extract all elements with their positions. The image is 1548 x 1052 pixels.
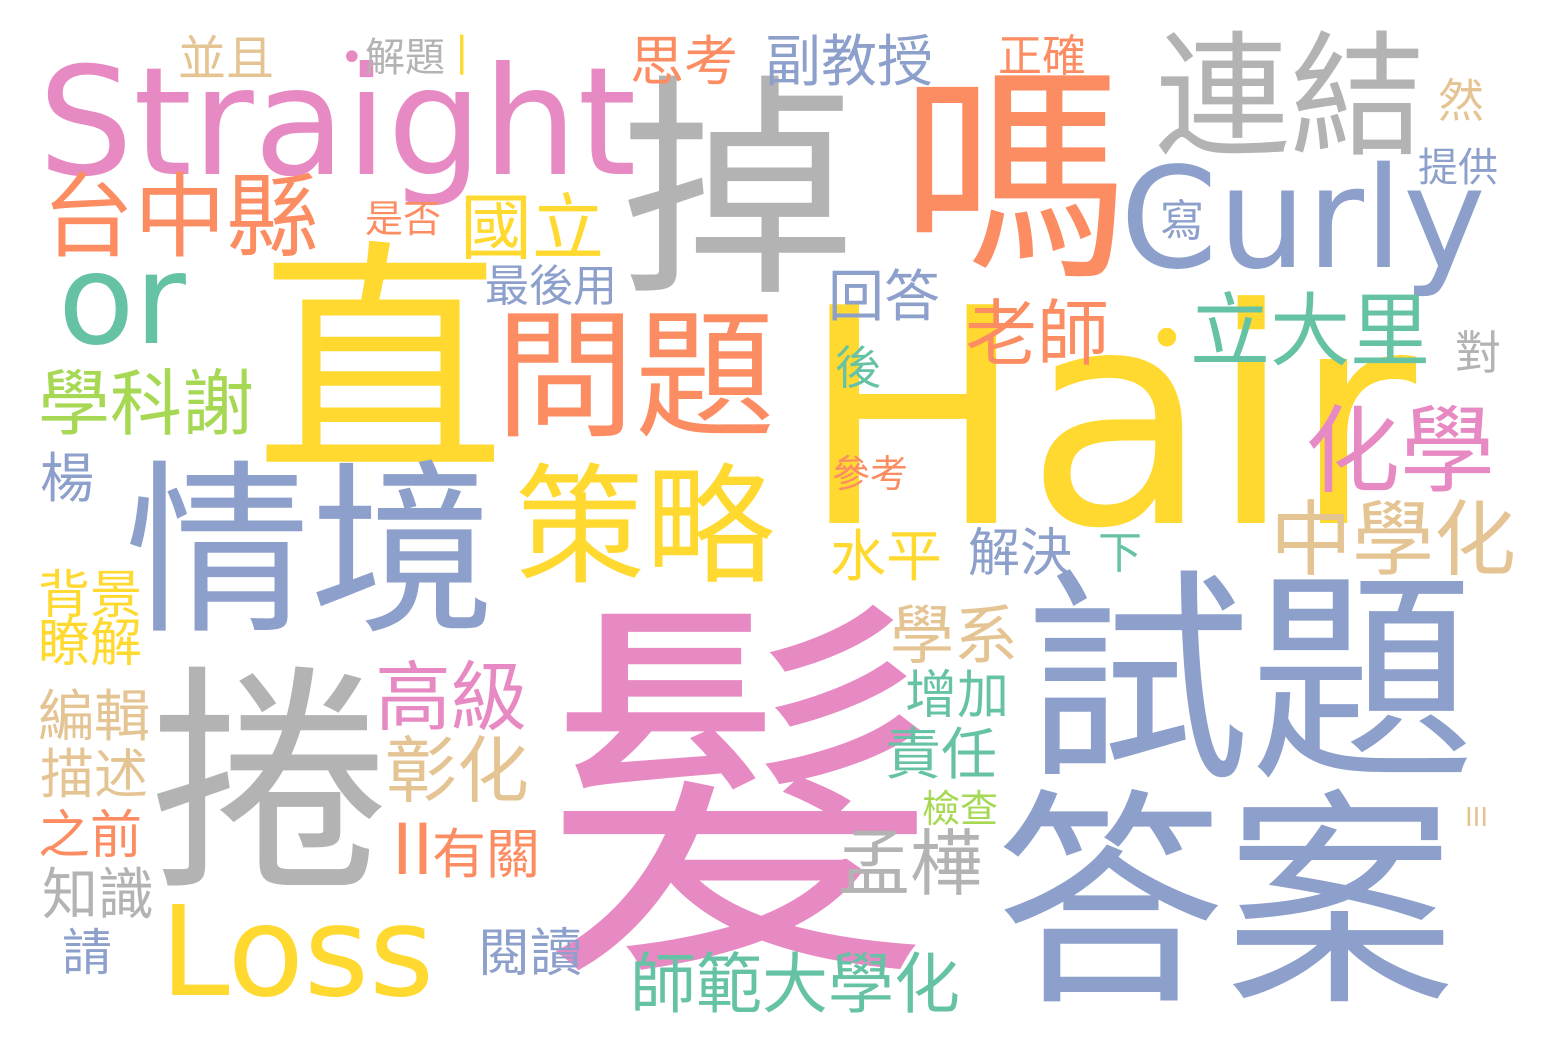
word-taizhongxian: 台中縣 (42, 164, 319, 271)
word-zhongxuehua: 中學化 (1270, 493, 1517, 588)
word-laoshi: 老師 (965, 292, 1110, 376)
word-qing: 請 (62, 924, 112, 982)
word-ran: 然 (1438, 74, 1484, 128)
word-curly: Curly (1120, 138, 1486, 301)
bar-mark: | (455, 29, 469, 75)
word-lianjie: 連結 (1155, 19, 1425, 176)
word-zhiqian: 之前 (38, 806, 143, 866)
word-shuiping: 水平 (830, 525, 942, 590)
word-iii: III (1465, 803, 1489, 833)
word-zhi: 直 (255, 219, 505, 510)
word-beijing: 背景 (38, 566, 143, 626)
word-bianji: 編輯 (38, 685, 150, 750)
word-lidali: 立大里 (1190, 285, 1430, 378)
word-miaoshu: 描述 (40, 743, 148, 806)
word-jiejue: 解決 (968, 524, 1073, 584)
word-wenti: 問題 (495, 296, 776, 459)
word-changhua: 彰化 (385, 729, 530, 813)
word-liaojie: 瞭解 (38, 614, 143, 674)
word-loss: Loss (160, 880, 435, 1025)
word-tigong: 提供 (1418, 145, 1498, 191)
dot-mark-1: • (340, 35, 364, 81)
word-xuekexie: 學科謝 (38, 362, 255, 446)
word-zeren: 責任 (885, 723, 997, 788)
word-mengye: 孟樺 (838, 822, 983, 906)
word-cankao: 參考 (832, 452, 909, 496)
word-zuihouyong: 最後用 (485, 261, 617, 312)
word-xia: 下 (1098, 528, 1142, 579)
word-sikao: 思考 (630, 30, 738, 93)
word-daan: 答案 (995, 771, 1456, 1038)
word-celue: 策略 (515, 451, 776, 603)
word-yuedu: 閱讀 (478, 924, 583, 984)
word-shiti: 試題 (1025, 551, 1475, 813)
word-straight: Straight (38, 36, 637, 210)
word-jieti: 解題 (365, 35, 445, 81)
word-youguan: 有關 (432, 823, 540, 886)
word-hair: Hair (800, 245, 1417, 594)
word-quan: 捲 (150, 645, 391, 925)
word-or: or (58, 228, 186, 373)
word-hou: 後 (835, 341, 881, 395)
word-yang: 楊 (40, 447, 94, 510)
word-fa: 髮 (540, 567, 940, 1032)
word-ma: 嗎 (900, 46, 1131, 313)
word-xie: 寫 (1160, 196, 1204, 247)
word-shifou: 是否 (365, 197, 442, 241)
word-zhengque: 正確 (998, 31, 1086, 82)
word-xuexi: 學系 (890, 600, 1018, 674)
word-fujiaoshou: 副教授 (765, 30, 933, 95)
word-zhishi: 知識 (42, 863, 154, 928)
word-guoli: 國立 (460, 186, 605, 270)
dot-mark-2: • (1148, 303, 1186, 377)
word-ii: II (392, 809, 434, 891)
word-shifandaxuehua: 師範大學化 (630, 946, 960, 1023)
word-huaxue: 化學 (1305, 397, 1496, 507)
word-zengjia: 增加 (905, 666, 1010, 726)
word-gaoji: 高級 (375, 653, 527, 742)
word-qingjing: 情境 (125, 444, 495, 660)
word-bingqie: 並且 (178, 31, 275, 87)
word-huida: 回答 (828, 265, 940, 330)
word-diao: 掉 (620, 56, 855, 329)
word-jiancha: 檢查 (922, 787, 999, 831)
word-dui: 對 (1455, 326, 1501, 380)
